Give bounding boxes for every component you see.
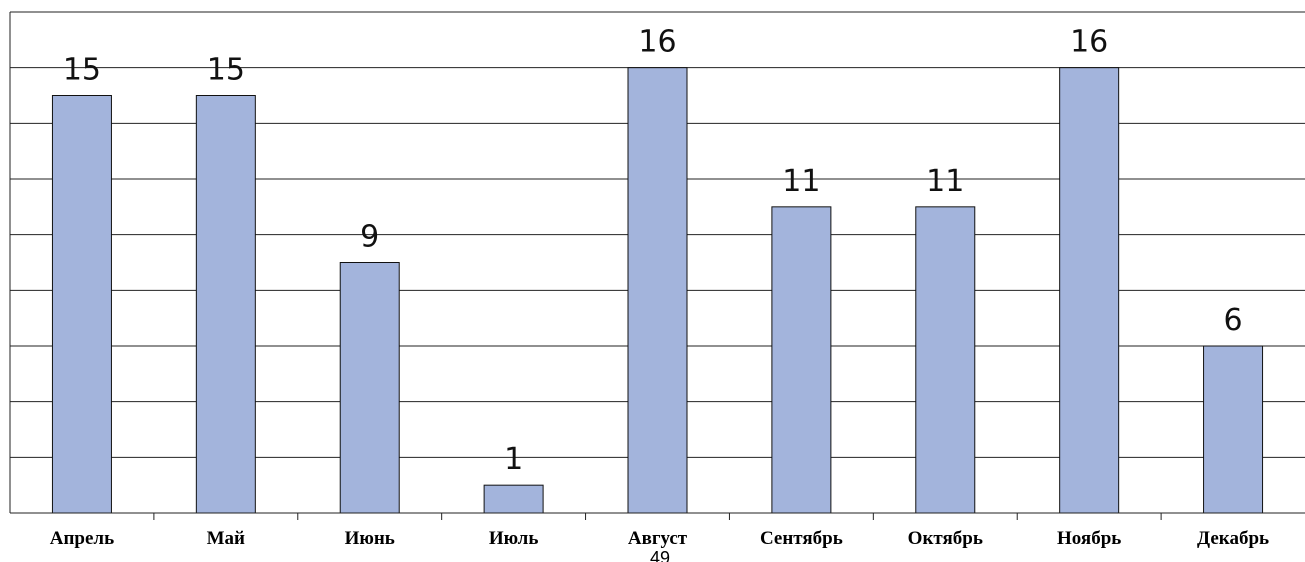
x-tick-label-2: Май (207, 528, 245, 549)
x-tick-label-1: Апрель (50, 528, 114, 549)
bar-3 (339, 262, 400, 514)
bar-1 (51, 95, 112, 514)
data-label-4: 1 (504, 442, 523, 477)
x-tick-label-8: Ноябрь (1057, 528, 1121, 549)
bars (51, 67, 1264, 514)
data-label-8: 16 (1070, 25, 1108, 60)
x-tick-label-9: Декабрь (1197, 528, 1269, 549)
data-label-2: 15 (207, 53, 245, 88)
data-label-5: 16 (638, 25, 676, 60)
page-number: 49 (650, 548, 670, 562)
bar-7 (915, 206, 976, 514)
bar-5 (627, 67, 688, 514)
data-label-9: 6 (1224, 303, 1243, 338)
data-labels: 15 15 9 1 16 11 11 16 6 (63, 25, 1243, 477)
bar-9 (1203, 345, 1264, 514)
data-label-1: 15 (63, 53, 101, 88)
bar-8 (1059, 67, 1120, 514)
data-label-7: 11 (926, 164, 964, 199)
bar-2 (195, 95, 256, 514)
bar-6 (771, 206, 832, 514)
x-tick-label-7: Октябрь (908, 528, 983, 549)
x-tick-label-4: Июль (489, 528, 539, 549)
x-tick-labels: Апрель Май Июнь Июль Август Сентябрь Октябрь Но… (50, 528, 1269, 549)
x-tick-label-6: Сентябрь (760, 528, 843, 549)
x-tick-label-5: Август (628, 528, 688, 549)
x-tick-label-3: Июнь (345, 528, 395, 549)
data-label-6: 11 (782, 164, 820, 199)
data-label-3: 9 (360, 220, 379, 255)
x-axis (10, 512, 1305, 520)
bar-4 (483, 484, 544, 514)
